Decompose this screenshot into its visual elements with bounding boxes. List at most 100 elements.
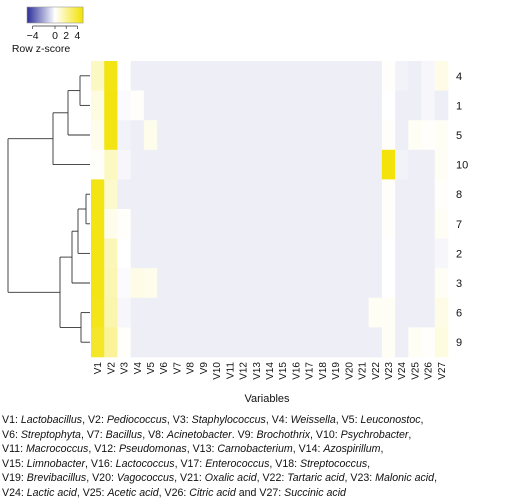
- color-key-step: [43, 7, 45, 23]
- color-key-step: [42, 7, 44, 23]
- heatmap-cell-r2-V2: [104, 238, 118, 269]
- heatmap-cell-r2-V21: [355, 238, 369, 269]
- heatmap-cell-r10-V4: [130, 149, 145, 180]
- heatmap-cell-r6-V13: [249, 297, 264, 328]
- column-label: V27: [437, 362, 448, 380]
- heatmap-cell-r6-V5: [143, 297, 158, 328]
- caption-taxon-name: Staphylococcus: [191, 414, 266, 426]
- caption-text: V1:: [2, 414, 21, 426]
- heatmap-cell-r2-V3: [117, 238, 131, 269]
- caption-text: V6:: [2, 428, 21, 441]
- heatmap-cell-r9-V20: [342, 327, 356, 358]
- color-key: −4 0 2 4 Row z-score: [12, 6, 84, 55]
- heatmap-cell-r2-V14: [262, 238, 277, 269]
- caption-text: , V5:: [335, 414, 361, 426]
- heatmap-cell-r1-V25: [408, 90, 422, 121]
- heatmap-cell-r7-V7: [170, 209, 184, 239]
- heatmap-cell-r6-V26: [421, 297, 436, 328]
- heatmap-cell-r2-V16: [289, 238, 303, 269]
- color-key-step: [49, 7, 51, 23]
- heatmap-cell-r7-V4: [130, 209, 145, 239]
- heatmap-cell-r3-V12: [236, 268, 250, 299]
- heatmap-cell-r9-V10: [210, 327, 224, 358]
- color-key-step: [53, 7, 55, 23]
- color-key-step: [74, 7, 76, 23]
- heatmap-cell-r6-V24: [395, 297, 409, 328]
- caption-taxon-name: Brevibacillus: [26, 472, 87, 485]
- column-label: V9: [199, 362, 210, 375]
- heatmap-cell-r7-V23: [381, 209, 396, 239]
- heatmap-cell-r10-V24: [395, 149, 409, 180]
- heatmap-cell-r7-V10: [210, 209, 224, 239]
- caption-text: ,: [408, 428, 412, 441]
- row-label: 5: [456, 130, 462, 142]
- heatmap-cell-r1-V16: [289, 90, 303, 121]
- heatmap-cell-r10-V22: [368, 149, 383, 180]
- heatmap-cell-r10-V1: [91, 149, 105, 180]
- caption-text: , V22:: [256, 472, 288, 485]
- color-key-step: [32, 7, 34, 23]
- heatmap-cell-r7-V1: [91, 209, 105, 239]
- color-key-step: [41, 7, 43, 23]
- row-label: 8: [456, 189, 462, 201]
- color-key-step: [56, 7, 58, 23]
- heatmap-cell-r10-V27: [434, 149, 449, 180]
- color-key-step: [75, 7, 77, 23]
- heatmap-cell-r4-V25: [408, 61, 422, 91]
- column-label: V18: [318, 362, 329, 380]
- heatmap-cell-r7-V22: [368, 209, 383, 239]
- heatmap-cell-r4-V1: [91, 61, 105, 91]
- heatmap-cell-r5-V14: [262, 120, 277, 151]
- heatmap-cell-r2-V12: [236, 238, 250, 269]
- caption-text: ,: [380, 443, 384, 456]
- color-key-step: [55, 7, 57, 23]
- heatmap-cell-r8-V11: [223, 179, 237, 210]
- heatmap-cell-r10-V9: [196, 149, 211, 180]
- heatmap-cell-r8-V4: [130, 179, 145, 210]
- heatmap-cell-r1-V23: [381, 90, 396, 121]
- color-key-step: [80, 7, 82, 23]
- heatmap-cell-r8-V1: [91, 179, 105, 210]
- heatmap-cell-r5-V2: [104, 120, 118, 151]
- heatmap-cell-r8-V15: [276, 179, 290, 210]
- heatmap-cell-r3-V2: [104, 268, 118, 299]
- heatmap-cell-r5-V10: [210, 120, 224, 151]
- column-label: V19: [331, 362, 342, 380]
- row-dendrogram: [7, 75, 90, 343]
- heatmap-cell-r3-V23: [381, 268, 396, 299]
- heatmap-cell-r8-V16: [289, 179, 303, 210]
- color-key-step: [44, 7, 46, 23]
- heatmap-cell-r5-V4: [130, 120, 145, 151]
- caption-taxon-name: Enterococcus: [205, 457, 270, 470]
- heatmap-cell-r5-V22: [368, 120, 383, 151]
- heatmap-cell-r4-V21: [355, 61, 369, 91]
- column-label: V23: [384, 362, 395, 380]
- color-key-step: [70, 7, 72, 23]
- color-key-step: [46, 7, 48, 23]
- heatmap-cell-r6-V9: [196, 297, 211, 328]
- caption-text: , V3:: [166, 414, 192, 426]
- row-label: 4: [456, 71, 462, 83]
- column-label: V4: [133, 362, 144, 375]
- heatmap-cell-r4-V4: [130, 61, 145, 91]
- heatmap-cell-r9-V19: [329, 327, 343, 358]
- heatmap-cell-r3-V14: [262, 268, 277, 299]
- color-key-ticks: −4 0 2 4: [27, 25, 80, 42]
- color-key-step: [29, 7, 31, 23]
- heatmap-cell-r4-V20: [342, 61, 356, 91]
- heatmap-cell-r3-V10: [210, 268, 224, 299]
- row-label: 10: [456, 160, 468, 172]
- heatmap-cell-r7-V26: [421, 209, 436, 239]
- heatmap-cell-r1-V3: [117, 90, 131, 121]
- heatmap-cell-r7-V25: [408, 209, 422, 239]
- heatmap-cell-r6-V22: [368, 297, 383, 328]
- heatmap-cell-r9-V2: [104, 327, 118, 358]
- color-key-step: [40, 7, 42, 23]
- heatmap-cell-r1-V6: [157, 90, 171, 121]
- caption-taxon-name: Brochothrix: [256, 428, 311, 441]
- heatmap-cell-r2-V26: [421, 238, 436, 269]
- heatmap-cell-r6-V21: [355, 297, 369, 328]
- heatmap-cell-r2-V10: [210, 238, 224, 269]
- heatmap-cell-r2-V7: [170, 238, 184, 269]
- heatmap-cell-r9-V9: [196, 327, 211, 358]
